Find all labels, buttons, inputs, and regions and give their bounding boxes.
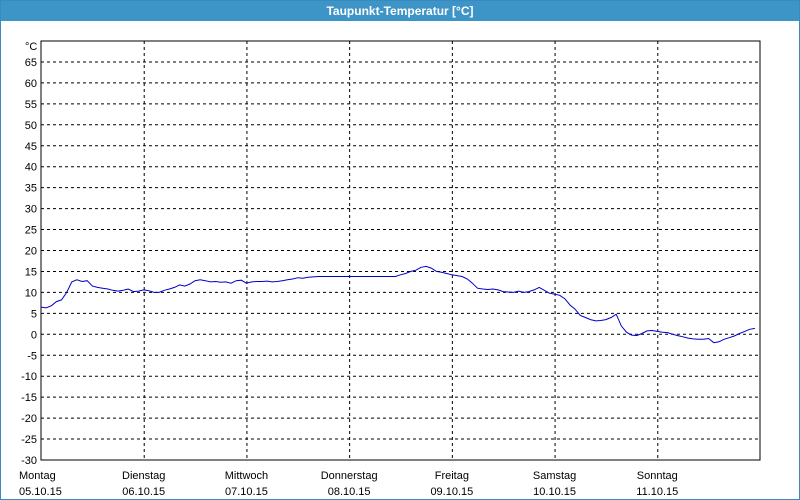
x-date-label: 10.10.15 (533, 486, 576, 498)
x-date-label: 09.10.15 (430, 486, 473, 498)
y-tick-label: 10 (25, 287, 37, 299)
x-date-label: 08.10.15 (328, 486, 371, 498)
y-tick-label: 45 (25, 141, 37, 153)
y-tick-label: 35 (25, 183, 37, 195)
y-tick-label: -25 (21, 434, 37, 446)
y-tick-label: -15 (21, 392, 37, 404)
x-date-label: 05.10.15 (19, 486, 62, 498)
y-tick-label: 25 (25, 225, 37, 237)
y-unit-label: °C (25, 41, 37, 53)
y-tick-label: -20 (21, 413, 37, 425)
x-weekday-label: Mittwoch (225, 470, 268, 482)
x-weekday-label: Freitag (435, 470, 469, 482)
y-tick-label: -30 (21, 455, 37, 467)
y-tick-label: 30 (25, 204, 37, 216)
y-tick-label: 50 (25, 120, 37, 132)
y-tick-label: -5 (27, 350, 37, 362)
x-weekday-label: Donnerstag (321, 470, 378, 482)
y-tick-label: 0 (31, 329, 37, 341)
x-weekday-label: Samstag (533, 470, 576, 482)
x-weekday-label: Sonntag (637, 470, 678, 482)
x-date-label: 11.10.15 (636, 486, 678, 498)
y-tick-label: 5 (31, 308, 37, 320)
x-date-label: 07.10.15 (225, 486, 268, 498)
y-tick-label: 60 (25, 78, 37, 90)
x-date-label: 06.10.15 (122, 486, 165, 498)
y-tick-label: -10 (21, 371, 37, 383)
chart-title: Taupunkt-Temperatur [°C] (1, 1, 799, 21)
x-weekday-label: Montag (19, 470, 56, 482)
y-tick-label: 40 (25, 162, 37, 174)
y-tick-label: 15 (25, 266, 37, 278)
plot-area (40, 40, 761, 461)
y-tick-label: 65 (25, 57, 37, 69)
y-tick-label: 20 (25, 246, 37, 258)
x-weekday-label: Dienstag (122, 470, 165, 482)
dewpoint-series-line (40, 265, 755, 344)
y-tick-label: 55 (25, 99, 37, 111)
